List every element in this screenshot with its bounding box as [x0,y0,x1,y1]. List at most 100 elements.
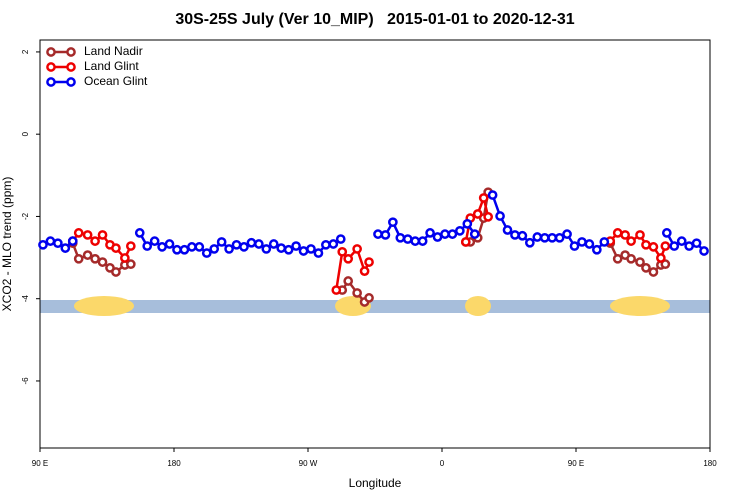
point [239,242,249,252]
x-axis-label: Longitude [349,476,402,490]
point [373,229,383,239]
point [626,253,636,264]
legend-label: Land Nadir [84,44,143,58]
point [684,241,695,251]
point [635,257,645,267]
point [691,238,702,249]
legend-swatch-marker [46,47,56,57]
point [90,236,100,246]
legend-swatch-marker [46,77,56,87]
point [569,241,580,251]
y-tick-label: 0 [21,131,30,136]
point [261,244,272,254]
point [157,242,167,252]
point [331,285,342,295]
point [231,239,242,250]
point [298,246,309,256]
point [313,248,324,258]
point [676,236,687,246]
y-tick-label: -4 [21,295,30,303]
point [268,239,279,249]
point [478,193,489,203]
point [612,228,623,238]
point [364,293,374,303]
point [517,230,528,241]
point [648,242,659,252]
land-patch [74,296,134,316]
legend-swatch-marker [66,47,76,57]
x-tick-label: 180 [167,459,181,468]
point [510,230,520,240]
point [38,239,48,250]
point [67,236,78,246]
point [53,238,63,249]
point [82,250,93,260]
land-ocean-strip [40,296,710,316]
point [73,228,84,238]
point [335,234,346,244]
point [209,244,220,254]
land-patch [465,296,491,316]
point [90,253,100,264]
point [402,234,413,244]
x-tick-label: 0 [440,459,445,468]
point [306,244,316,254]
point [460,237,471,247]
legend-swatch-marker [66,62,76,72]
point [60,243,71,253]
point [187,242,197,252]
point [73,253,84,264]
point [432,232,443,242]
point [395,232,406,243]
point [149,236,160,246]
point [660,259,671,270]
point [125,259,136,270]
point [577,237,587,247]
point [291,241,301,251]
point [469,229,480,239]
point [82,230,93,240]
point [641,239,651,250]
point [97,230,108,240]
y-tick-label: 2 [21,49,30,54]
point [502,225,513,235]
point [321,239,331,250]
point [455,225,465,236]
point [661,228,672,238]
y-axis-label: XCO2 - MLO trend (ppm) [0,177,14,312]
point [635,230,645,240]
point [111,243,121,253]
point [410,236,421,246]
point [462,218,473,229]
point [254,239,264,249]
point [483,212,494,222]
point [656,253,666,263]
point [172,244,182,255]
point [539,232,550,243]
point [547,232,558,243]
point [216,237,227,247]
point [343,253,354,264]
point [194,242,205,252]
chart-title: 30S-25S July (Ver 10_MIP) 2015-01-01 to … [175,11,574,28]
point [524,237,535,248]
point [612,253,623,264]
point [417,236,428,246]
point [495,211,505,221]
point [142,241,153,251]
x-tick-label: 90 W [299,459,318,468]
point [425,228,435,238]
point [648,267,659,277]
point [562,229,572,239]
ocean-band [40,300,710,313]
point [440,229,450,239]
point [224,244,234,254]
point [487,190,498,200]
point [364,257,374,267]
point [472,209,483,219]
point [584,239,595,249]
point [97,257,108,267]
point [201,248,212,258]
point [669,241,680,251]
